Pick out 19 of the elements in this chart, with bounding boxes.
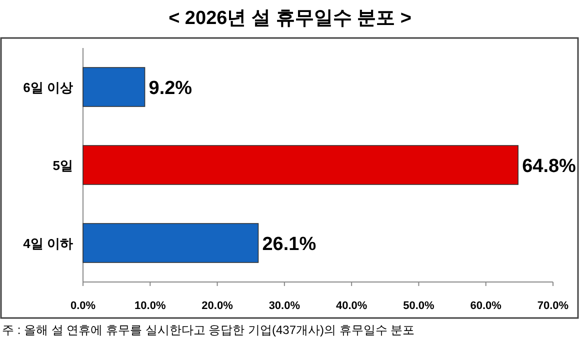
x-tick-label: 30.0%	[268, 300, 300, 312]
data-label: 26.1%	[262, 234, 316, 255]
x-tick-label: 0.0%	[70, 300, 96, 312]
data-label: 9.2%	[148, 78, 192, 99]
y-tick-label: 4일 이하	[23, 236, 73, 251]
x-tick-label: 10.0%	[134, 300, 166, 312]
y-tick-label: 6일 이상	[23, 80, 73, 95]
x-tick-label: 40.0%	[336, 300, 368, 312]
x-tick-label: 20.0%	[202, 300, 234, 312]
bar	[82, 67, 146, 107]
x-tick-label: 60.0%	[470, 300, 502, 312]
bar	[82, 145, 518, 185]
y-tick-label: 5일	[52, 158, 73, 173]
text: 주 : 올해 설 연휴에 휴무를 실시한다고 응답한 기업(437개사)의 휴무일수 분포	[2, 323, 415, 337]
x-tick-label: 70.0%	[537, 300, 569, 312]
bar	[82, 223, 259, 263]
data-label: 64.8%	[522, 156, 576, 177]
x-tick-label: 50.0%	[403, 300, 435, 312]
chart-title: < 2026년 설 휴무일수 분포 >	[168, 8, 412, 29]
